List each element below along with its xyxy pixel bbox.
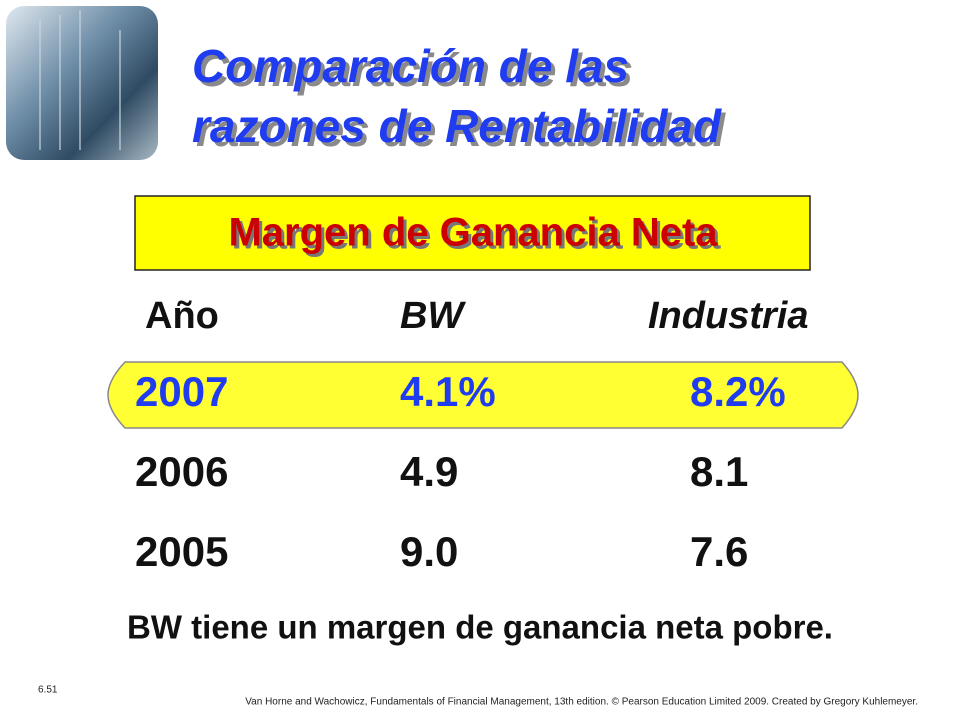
column-header: Industria (648, 295, 808, 337)
title-line: Comparación de las (192, 40, 629, 92)
table-cell: 9.0 (400, 528, 458, 575)
table-cell: 2007 (135, 368, 228, 415)
table-cell: 8.2% (690, 368, 786, 415)
subtitle-box (134, 195, 811, 271)
table-cell: 2006 (135, 448, 228, 495)
table-cell: 4.1% (400, 368, 496, 415)
subtitle-shadow: Margen de Ganancia Neta (231, 214, 721, 258)
building-photo (6, 6, 158, 160)
table-cell: 2005 (135, 528, 228, 575)
table-body: 2007 4.1% 8.2% 2006 4.9 8.1 2005 9.0 7.6 (135, 368, 786, 575)
column-header: BW (400, 295, 466, 337)
table-cell: 7.6 (690, 528, 748, 575)
table-cell: 8.1 (690, 448, 748, 495)
slide-number: 6.51 (38, 685, 58, 696)
title-line: razones de Rentabilidad (192, 100, 722, 152)
title-shadow: Comparación de las (196, 44, 633, 96)
table-cell: 4.9 (400, 448, 458, 495)
row-highlight (107, 361, 859, 429)
photo-stripes (39, 10, 121, 150)
subtitle: Margen de Ganancia Neta (228, 211, 718, 255)
citation: Van Horne and Wachowicz, Fundamentals of… (245, 697, 918, 708)
conclusion: BW tiene un margen de ganancia neta pobr… (127, 609, 833, 646)
column-header: Año (145, 295, 219, 337)
title-shadow: razones de Rentabilidad (196, 104, 726, 156)
